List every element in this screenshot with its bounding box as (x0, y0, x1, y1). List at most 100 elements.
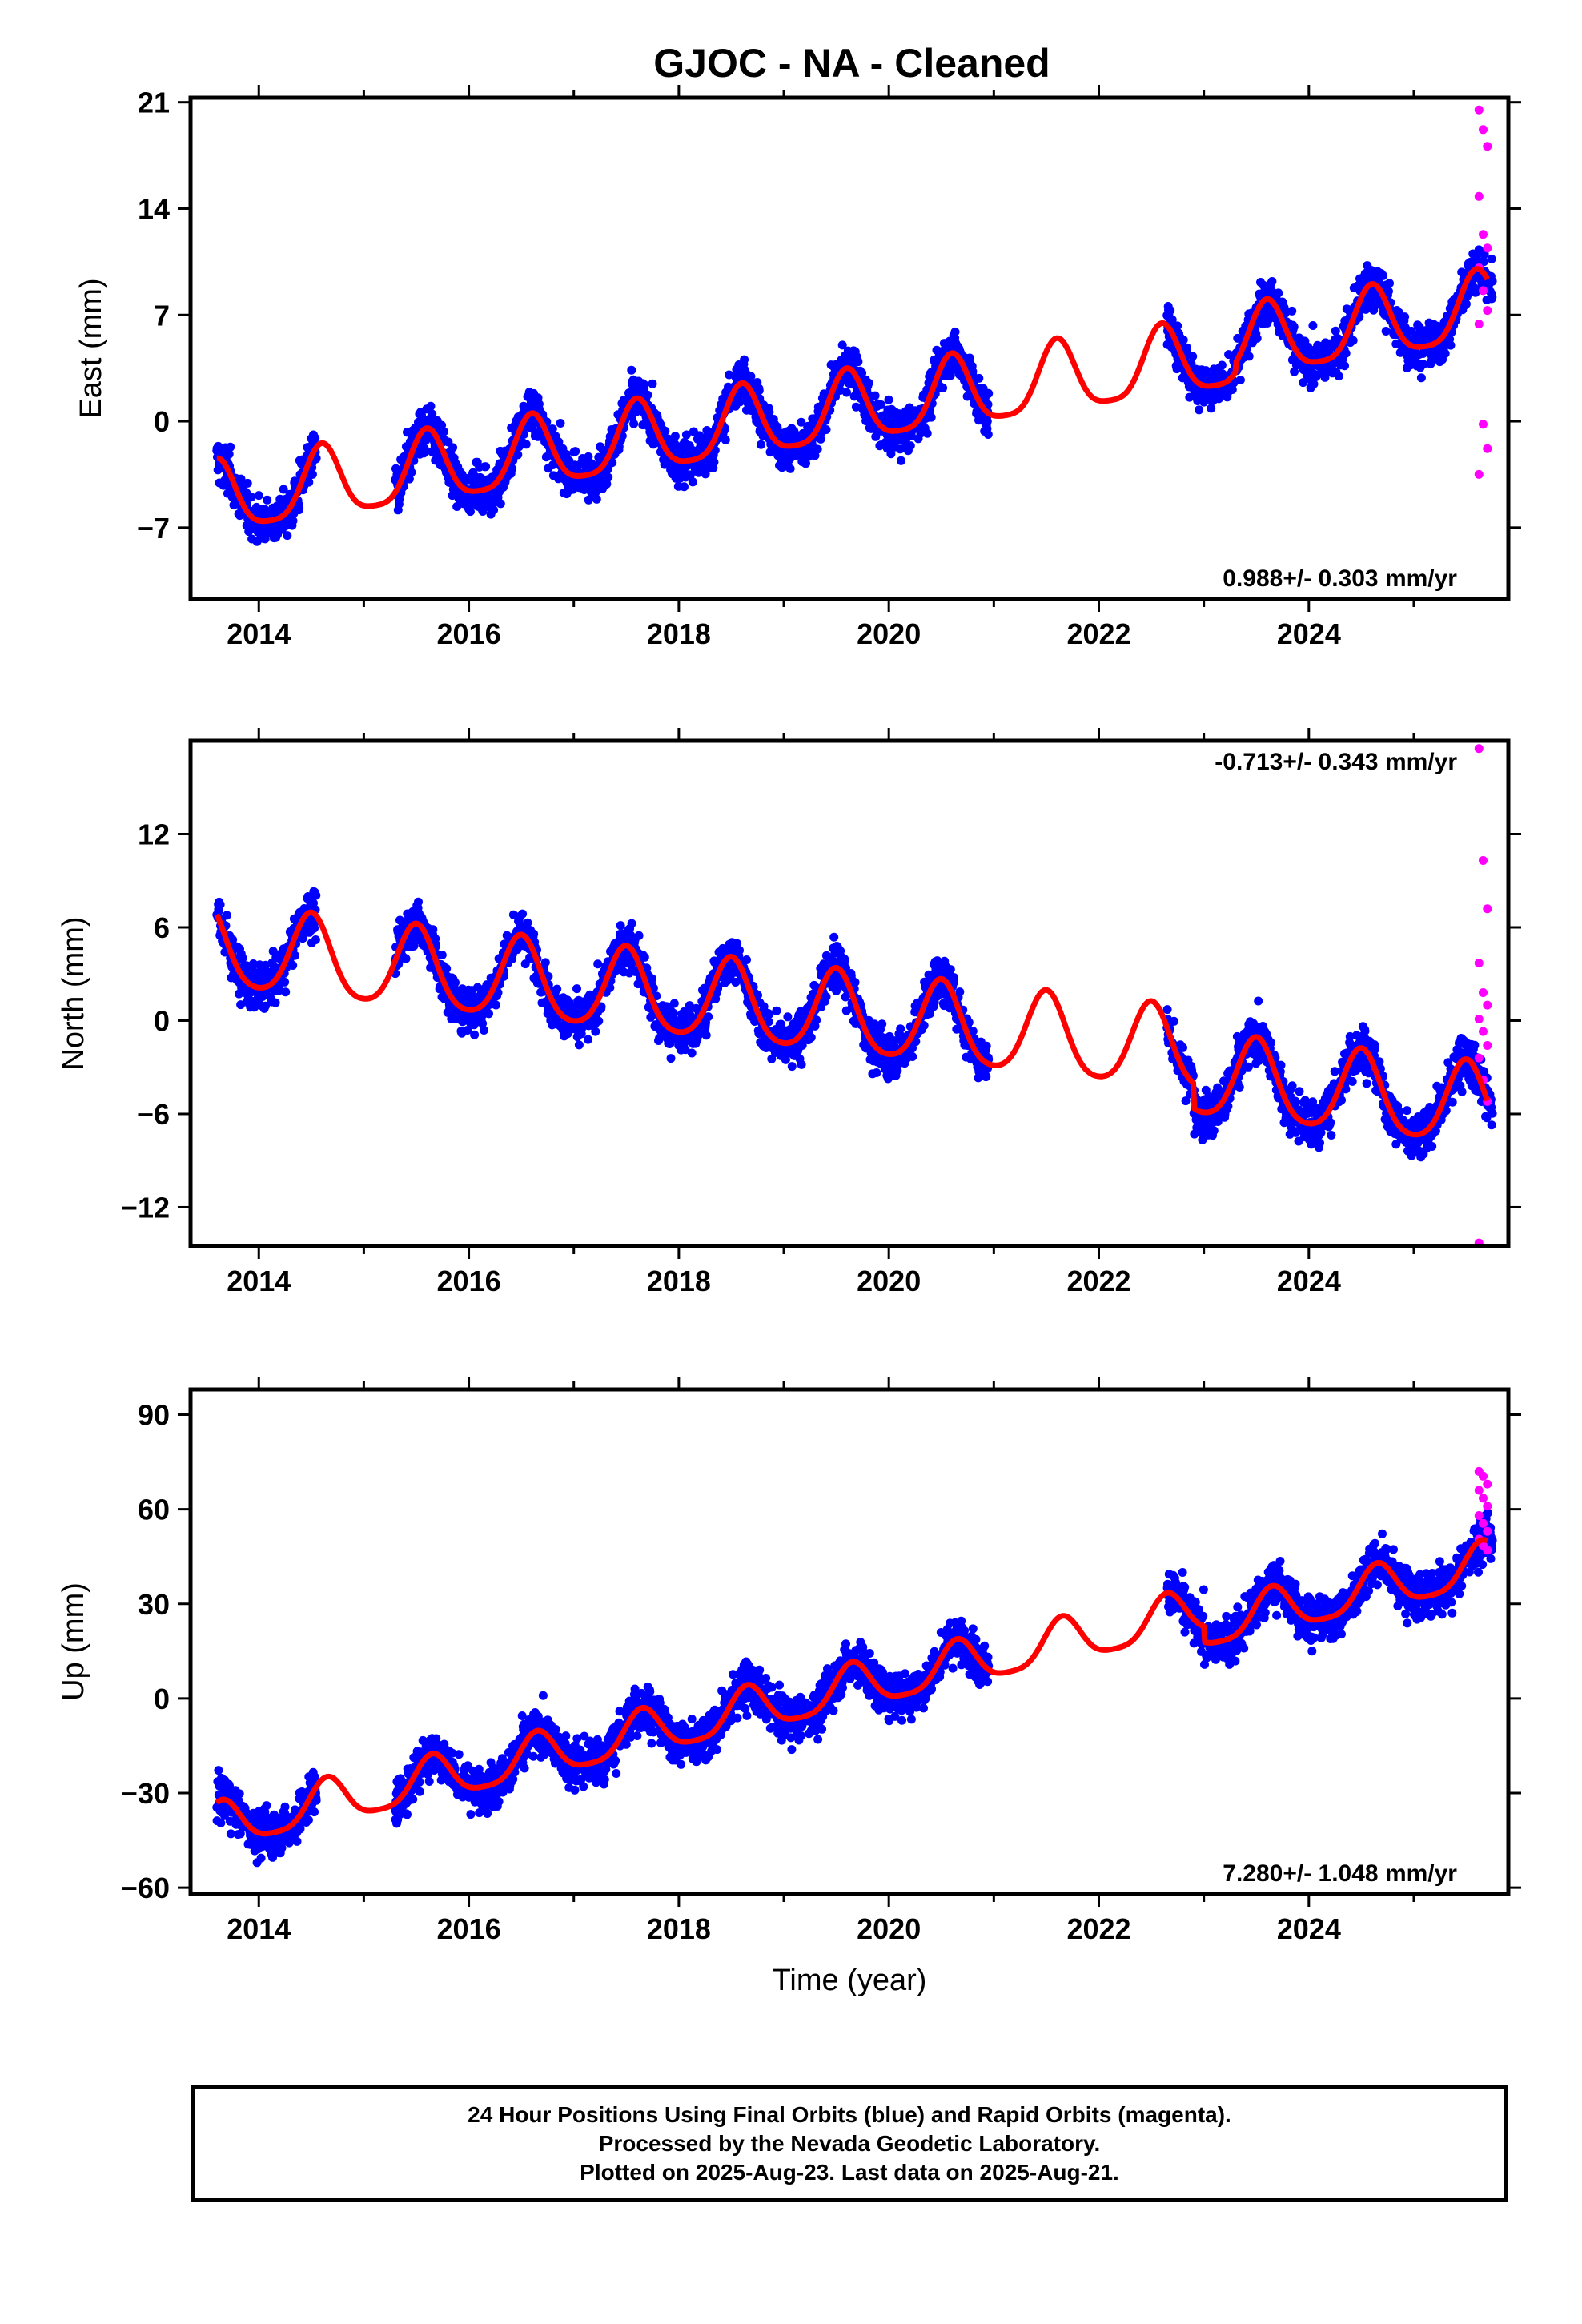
final-orbit-point (1487, 254, 1496, 263)
final-orbit-point (451, 978, 460, 987)
final-orbit-point (311, 935, 320, 944)
rapid-orbit-point (1474, 469, 1484, 479)
y-tick-label: 7 (154, 299, 170, 332)
final-orbit-point (304, 477, 314, 487)
final-orbit-point (556, 419, 565, 428)
final-orbit-point (254, 491, 263, 501)
final-orbit-point (1167, 315, 1177, 324)
rapid-orbit-point (1474, 105, 1484, 115)
final-orbit-point (466, 507, 475, 517)
final-orbit-point (643, 390, 652, 400)
final-orbit-point (592, 494, 601, 504)
final-orbit-point (437, 951, 447, 959)
final-orbit-point (1227, 385, 1237, 394)
final-orbit-point (591, 1027, 600, 1036)
final-orbit-point (746, 372, 756, 381)
final-orbit-point (513, 450, 523, 460)
final-orbit-point (288, 961, 298, 970)
final-orbit-point (281, 987, 291, 997)
final-orbit-point (886, 449, 896, 459)
final-orbit-point (311, 891, 321, 900)
final-orbit-point (426, 401, 436, 411)
final-orbit-point (307, 469, 317, 479)
final-orbit-point (965, 353, 974, 363)
final-orbit-point (754, 386, 764, 396)
final-orbit-point (260, 534, 270, 544)
rapid-orbit-point (1479, 230, 1488, 239)
final-orbit-point (1440, 348, 1450, 358)
final-orbit-point (484, 1009, 493, 1019)
final-orbit-point (926, 412, 936, 422)
final-orbit-point (877, 400, 886, 409)
final-orbit-point (1341, 348, 1351, 358)
final-orbit-point (243, 478, 252, 488)
final-orbit-point (669, 999, 679, 1008)
final-orbit-point (870, 391, 880, 400)
final-orbit-point (1166, 306, 1175, 315)
rapid-orbit-point (1479, 420, 1488, 429)
final-orbit-point (701, 1031, 711, 1040)
rapid-orbit-point (1479, 286, 1488, 296)
final-orbit-point (680, 482, 689, 492)
final-orbit-point (829, 932, 839, 942)
final-orbit-point (1308, 321, 1318, 330)
final-orbit-point (895, 444, 905, 454)
final-orbit-point (787, 1062, 797, 1072)
final-orbit-point (481, 462, 491, 472)
final-orbit-point (608, 458, 617, 468)
final-orbit-point (288, 516, 298, 525)
final-orbit-point (279, 485, 288, 494)
final-orbit-point (404, 474, 414, 484)
final-orbit-point (518, 909, 528, 919)
y-tick-label: 0 (154, 405, 170, 438)
final-orbit-point (681, 430, 691, 440)
final-orbit-point (1331, 326, 1340, 336)
final-orbit-point (1340, 361, 1349, 371)
final-orbit-point (772, 1006, 781, 1015)
final-orbit-point (1385, 279, 1394, 288)
rapid-orbit-point (1474, 320, 1484, 329)
final-orbit-point (634, 931, 644, 940)
final-orbit-point (310, 923, 319, 933)
final-orbit-point (1195, 405, 1204, 415)
final-orbit-point (1252, 333, 1262, 343)
final-orbit-point (821, 992, 831, 1002)
final-orbit-point (821, 425, 831, 434)
final-orbit-point (1274, 288, 1283, 298)
final-orbit-point (1173, 321, 1182, 331)
final-orbit-point (1217, 360, 1227, 370)
final-orbit-point (974, 373, 984, 383)
final-orbit-point (407, 468, 416, 477)
final-orbit-point (215, 900, 225, 909)
final-orbit-point (688, 477, 697, 487)
final-orbit-point (687, 1048, 697, 1058)
final-orbit-point (247, 493, 256, 502)
final-orbit-point (1182, 343, 1191, 352)
final-orbit-points (212, 245, 1497, 546)
final-orbit-point (1446, 340, 1456, 350)
final-orbit-point (1178, 335, 1188, 344)
final-orbit-point (661, 426, 670, 436)
final-orbit-point (627, 365, 636, 375)
final-orbit-point (584, 1035, 592, 1044)
final-orbit-point (1207, 404, 1216, 413)
final-orbit-point (508, 464, 517, 473)
final-orbit-point (627, 919, 636, 928)
rapid-orbit-point (1483, 306, 1492, 316)
final-orbit-point (311, 433, 320, 443)
y-tick-label: −7 (137, 512, 170, 545)
final-orbit-point (295, 503, 304, 513)
x-tick-label: 2024 (1277, 617, 1341, 650)
final-orbit-point (666, 1054, 676, 1063)
final-orbit-point (710, 445, 720, 455)
final-orbit-point (1267, 277, 1277, 286)
x-tick-label: 2022 (1066, 617, 1130, 650)
final-orbit-point (864, 378, 873, 388)
final-orbit-point (797, 417, 806, 427)
final-orbit-point (797, 1059, 806, 1069)
y-tick-label: 21 (138, 86, 170, 119)
final-orbit-point (648, 379, 657, 388)
